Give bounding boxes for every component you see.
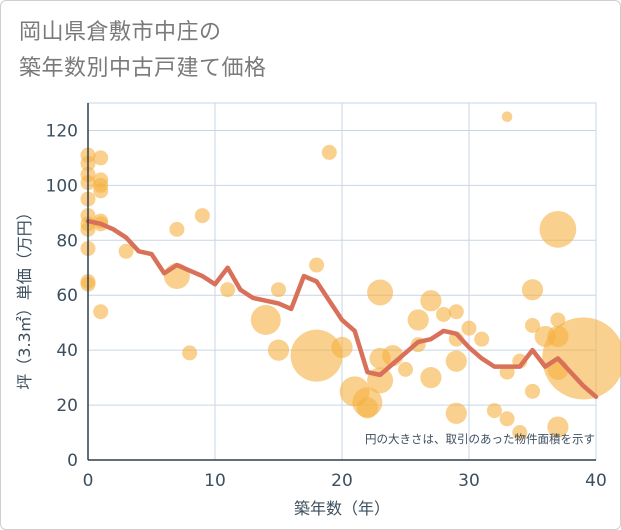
x-tick-label: 10 [204,471,226,491]
data-point [250,304,281,335]
x-tick-label: 20 [331,471,353,491]
y-tick-label: 40 [56,341,78,361]
data-point [93,150,109,166]
chart-title-line1: 岡山県倉敷市中庄の [19,20,222,45]
data-point [445,402,467,424]
data-point [93,304,109,320]
data-point [290,329,343,382]
data-point [220,282,236,298]
data-point [550,312,566,328]
data-point [182,345,198,361]
data-point [331,336,353,359]
y-tick-label: 20 [56,396,78,416]
data-point [461,320,477,336]
data-point [547,416,569,438]
bubble-layer [80,111,621,441]
data-point [521,279,544,301]
data-point [445,350,467,372]
y-tick-label: 60 [56,286,78,306]
data-point [539,210,577,248]
x-tick-label: 30 [458,471,480,491]
data-point [474,331,490,347]
y-tick-label: 80 [56,231,78,251]
grid-lines [87,102,597,461]
data-point [169,221,185,237]
trend-line [85,218,599,400]
y-tick-label: 100 [46,176,78,196]
bubble-size-note: 円の大きさは、取引のあった物件面積を示す [365,432,595,446]
data-point [398,361,413,377]
x-tick-label: 0 [83,471,94,491]
data-point [436,306,452,322]
data-point [420,290,442,312]
data-point [420,367,442,389]
trend-layer [85,218,599,400]
data-point [194,208,210,224]
data-point [271,282,286,298]
data-point [267,339,290,361]
data-point [486,403,502,419]
data-point [501,111,513,123]
x-tick-label: 40 [585,471,607,491]
data-point [525,317,540,333]
y-tick-label: 0 [67,451,78,471]
chart-title-line2: 築年数別中古戸建て価格 [19,56,267,81]
data-point [547,325,569,348]
data-point [356,397,379,419]
data-point [512,425,528,441]
data-point [309,257,325,273]
y-axis-label: 坪（3.3㎡）単価（万円） [15,204,34,389]
data-point [448,304,464,320]
chart-title: 岡山県倉敷市中庄の 築年数別中古戸建て価格 [19,15,267,87]
data-point [407,309,429,331]
data-point [321,144,337,160]
data-point [367,279,394,306]
data-point [525,383,540,399]
data-point [118,243,134,259]
x-axis-label: 築年数（年） [294,499,390,518]
data-point [93,183,109,199]
y-tick-label: 120 [46,121,78,141]
axes-layer: 0 10 20 30 40 0 20 40 60 80 100 120 [46,103,607,491]
data-point [499,411,515,427]
